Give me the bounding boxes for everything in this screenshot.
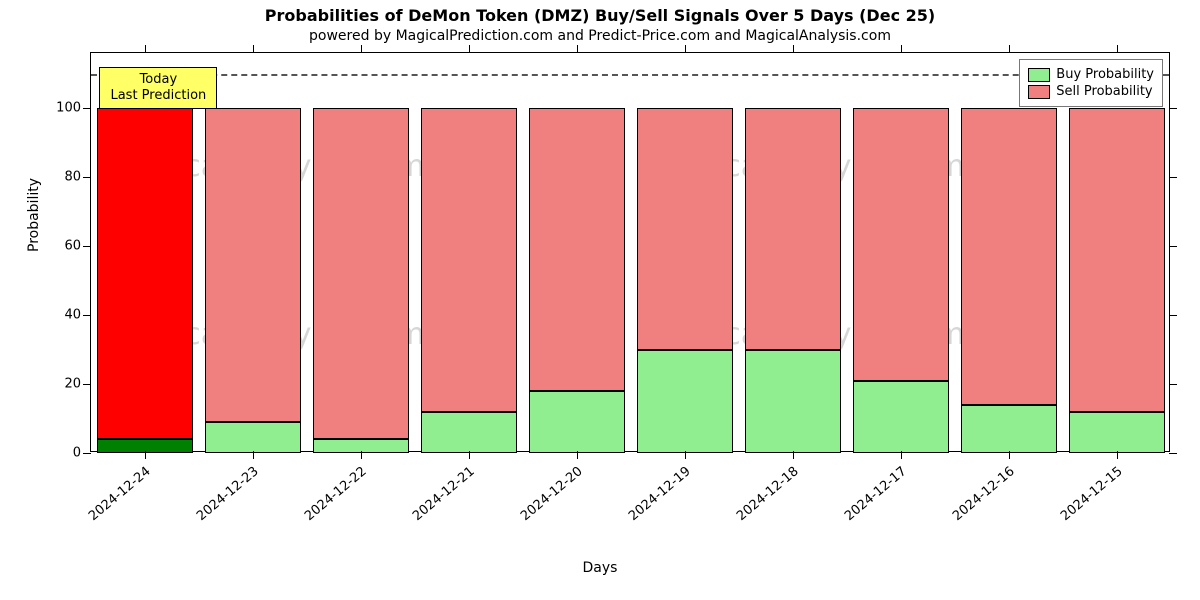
target-dashed-line xyxy=(91,74,1169,76)
bar-sell xyxy=(961,108,1056,405)
x-tick xyxy=(469,45,470,53)
y-axis-title: Probability xyxy=(26,178,42,252)
y-tick xyxy=(1169,246,1177,247)
legend-label-sell: Sell Probability xyxy=(1056,84,1152,99)
x-tick xyxy=(685,451,686,459)
y-tick xyxy=(83,384,91,385)
bar-sell xyxy=(853,108,948,380)
y-tick xyxy=(1169,108,1177,109)
x-tick xyxy=(361,45,362,53)
y-tick xyxy=(83,177,91,178)
y-tick-label: 100 xyxy=(45,101,81,116)
x-tick xyxy=(145,45,146,53)
x-tick-label: 2024-12-20 xyxy=(518,464,586,524)
bar-sell xyxy=(529,108,624,391)
x-tick xyxy=(901,451,902,459)
y-tick xyxy=(83,108,91,109)
y-tick xyxy=(1169,453,1177,454)
x-tick xyxy=(1009,451,1010,459)
x-tick-label: 2024-12-17 xyxy=(842,464,910,524)
x-tick xyxy=(253,45,254,53)
legend-item-sell: Sell Probability xyxy=(1028,84,1154,99)
y-tick-label: 80 xyxy=(45,170,81,185)
x-tick-label: 2024-12-15 xyxy=(1058,464,1126,524)
y-tick xyxy=(83,315,91,316)
plot-area: MagicalAnalysis.comMagicalAnalysis.comMa… xyxy=(90,52,1170,452)
legend-item-buy: Buy Probability xyxy=(1028,67,1154,82)
y-tick-label: 40 xyxy=(45,308,81,323)
y-tick xyxy=(1169,177,1177,178)
bar-buy xyxy=(1069,412,1164,453)
x-tick-label: 2024-12-18 xyxy=(734,464,802,524)
x-tick xyxy=(793,45,794,53)
x-tick-label: 2024-12-16 xyxy=(950,464,1018,524)
x-tick xyxy=(253,451,254,459)
x-tick xyxy=(145,451,146,459)
y-tick xyxy=(83,453,91,454)
y-tick-label: 20 xyxy=(45,377,81,392)
y-tick-label: 0 xyxy=(45,446,81,461)
x-tick xyxy=(1117,45,1118,53)
x-tick xyxy=(577,451,578,459)
bar-sell xyxy=(637,108,732,349)
figure: Probabilities of DeMon Token (DMZ) Buy/S… xyxy=(0,0,1200,600)
y-tick xyxy=(83,246,91,247)
x-tick-label: 2024-12-22 xyxy=(302,464,370,524)
annotation-line1: Today xyxy=(110,72,206,88)
legend-swatch-sell xyxy=(1028,85,1050,99)
x-tick xyxy=(793,451,794,459)
y-tick-label: 60 xyxy=(45,239,81,254)
bar-buy xyxy=(853,381,948,453)
x-tick xyxy=(577,45,578,53)
annotation-line2: Last Prediction xyxy=(110,88,206,104)
bar-buy xyxy=(961,405,1056,453)
legend-label-buy: Buy Probability xyxy=(1056,67,1154,82)
bar-buy xyxy=(529,391,624,453)
x-tick xyxy=(685,45,686,53)
x-tick-label: 2024-12-19 xyxy=(626,464,694,524)
x-tick xyxy=(1117,451,1118,459)
bar-buy xyxy=(205,422,300,453)
x-tick xyxy=(469,451,470,459)
bar-sell xyxy=(205,108,300,422)
x-tick-label: 2024-12-21 xyxy=(410,464,478,524)
y-tick xyxy=(1169,315,1177,316)
bar-buy xyxy=(745,350,840,453)
y-tick xyxy=(1169,384,1177,385)
x-tick-label: 2024-12-24 xyxy=(86,464,154,524)
x-axis-title: Days xyxy=(0,560,1200,576)
x-tick xyxy=(901,45,902,53)
legend-swatch-buy xyxy=(1028,68,1050,82)
x-tick xyxy=(1009,45,1010,53)
today-annotation: TodayLast Prediction xyxy=(99,67,217,110)
bar-sell xyxy=(421,108,516,411)
legend: Buy Probability Sell Probability xyxy=(1019,59,1163,107)
chart-subtitle: powered by MagicalPrediction.com and Pre… xyxy=(0,28,1200,44)
x-tick xyxy=(361,451,362,459)
bar-sell xyxy=(313,108,408,439)
bar-buy xyxy=(637,350,732,453)
bar-sell xyxy=(97,108,192,439)
chart-title: Probabilities of DeMon Token (DMZ) Buy/S… xyxy=(0,6,1200,25)
bar-sell xyxy=(1069,108,1164,411)
bar-sell xyxy=(745,108,840,349)
bar-buy xyxy=(421,412,516,453)
x-tick-label: 2024-12-23 xyxy=(194,464,262,524)
